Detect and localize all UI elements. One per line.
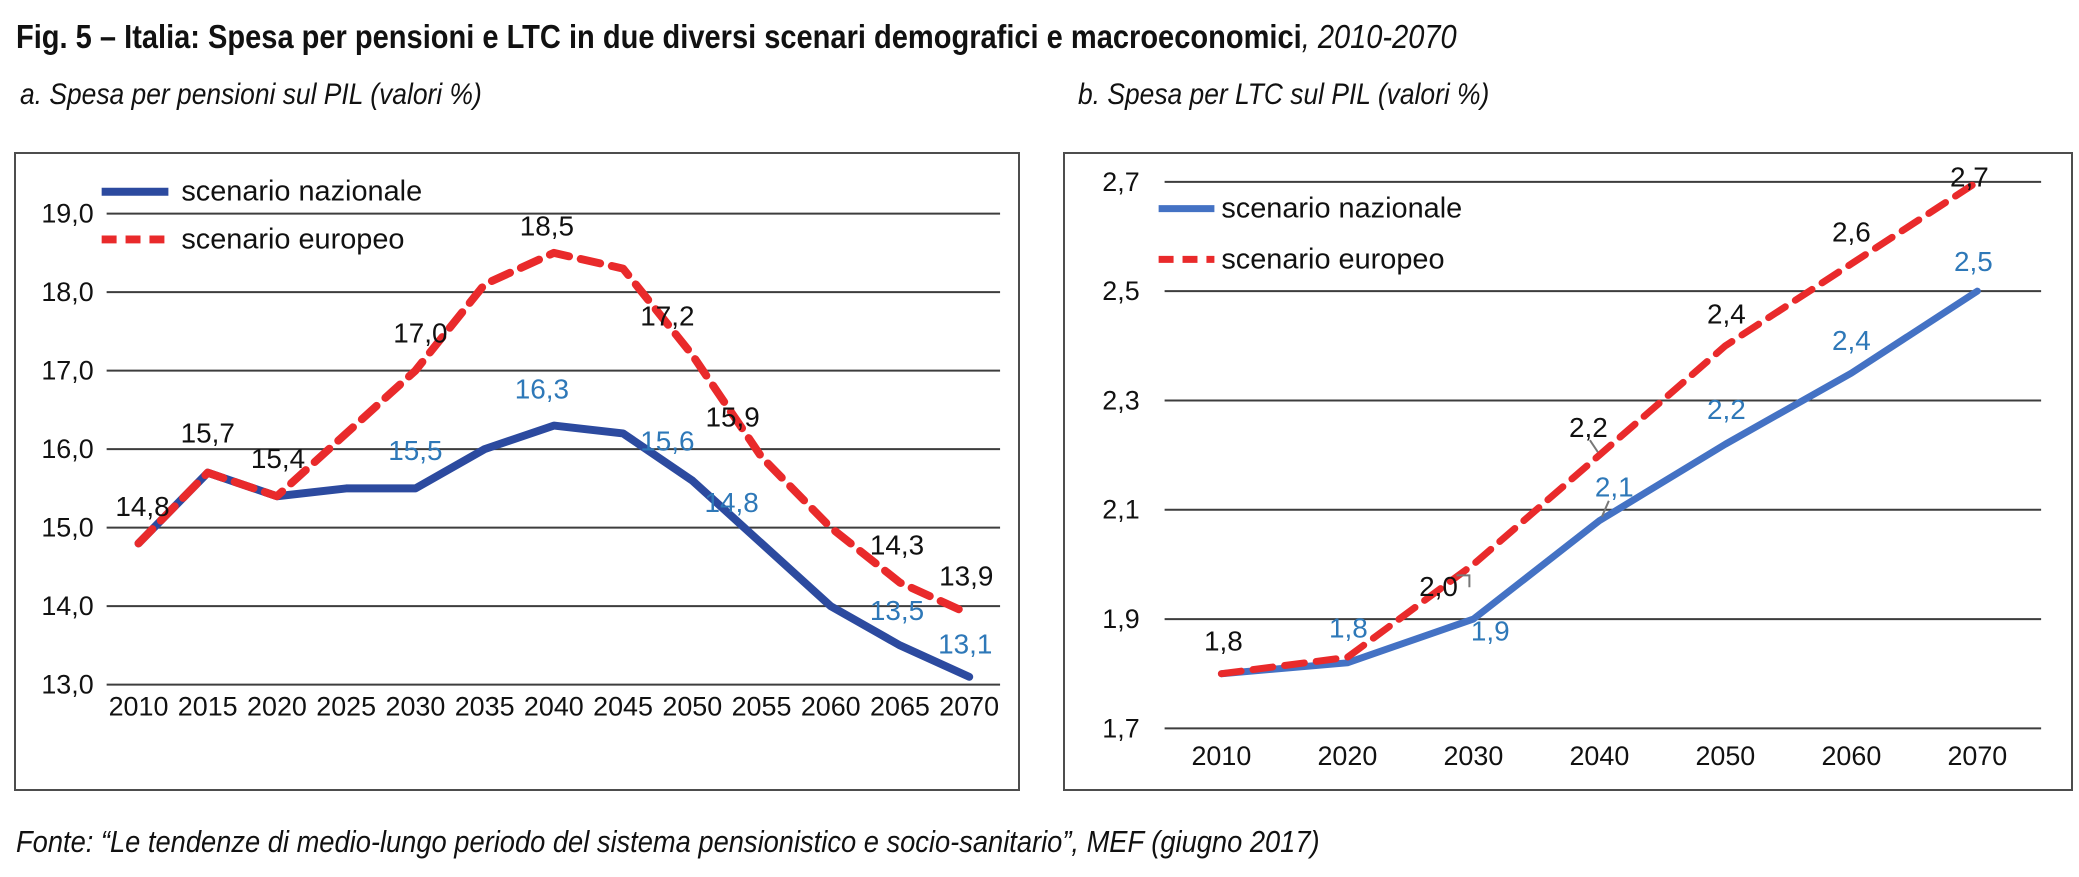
y-tick-label: 18,0 [41,277,93,307]
x-tick-label: 2010 [109,692,169,722]
pensioni-line-chart: 19,0 18,0 17,0 16,0 15,0 14,0 13,0 2010 2015 2020… [41,176,1001,722]
data-label: 2,5 [1954,246,1993,277]
x-tick-label: 2010 [1191,741,1251,771]
x-tick-label: 2025 [316,692,376,722]
data-label: 16,3 [515,373,569,404]
y-tick-label: 17,0 [41,356,93,386]
data-label: 2,6 [1832,217,1871,248]
y-tick-label: 13,0 [41,670,93,700]
figure-title-period: , 2010-2070 [1301,18,1457,55]
label-leader-line [1600,500,1610,518]
data-label: 15,7 [181,417,235,448]
data-label: 14,8 [705,487,759,518]
y-tick-label: 14,0 [41,591,93,621]
x-tick-label: 2020 [1317,741,1377,771]
data-label: 17,0 [393,317,447,348]
x-tick-label: 2050 [662,692,722,722]
label-leader-line [1456,574,1471,588]
data-label: 13,5 [870,595,924,626]
data-label: 1,9 [1471,616,1510,647]
legend-label: scenario europeo [1221,243,1444,275]
legend-label: scenario nazionale [1221,193,1462,225]
y-tick-label: 2,1 [1102,495,1139,525]
x-tick-label: 2020 [247,692,307,722]
x-tick-label: 2030 [385,692,445,722]
series-line-europeo [1217,178,1981,678]
panel-a-title: a. Spesa per pensioni sul PIL (valori %) [20,78,482,111]
x-tick-label: 2035 [455,692,515,722]
x-tick-label: 2040 [524,692,584,722]
data-label: 14,8 [115,491,169,522]
x-tick-label: 2015 [178,692,238,722]
x-tick-label: 2045 [593,692,653,722]
series-line-nazionale [1217,287,1981,678]
data-label: 15,5 [388,435,442,466]
panel-a-pensioni-chart: 19,0 18,0 17,0 16,0 15,0 14,0 13,0 2010 2015 2020… [14,152,1020,791]
data-label: 1,8 [1204,625,1243,656]
series-line-europeo [134,248,974,618]
y-tick-label: 2,5 [1102,276,1139,306]
data-label: 2,1 [1595,471,1634,502]
label-leader-line [1589,439,1599,453]
y-tick-label: 15,0 [41,513,93,543]
data-label: 13,1 [938,629,992,660]
x-tick-label: 2040 [1569,741,1629,771]
x-tick-label: 2070 [939,692,999,722]
figure-title: Fig. 5 – Italia: Spesa per pensioni e LT… [16,18,1457,56]
data-label: 15,4 [251,443,305,474]
y-tick-label: 19,0 [41,199,93,229]
data-label: 15,6 [640,425,694,456]
y-tick-label: 2,7 [1102,167,1139,197]
y-tick-label: 16,0 [41,434,93,464]
ltc-line-chart: 2,7 2,5 2,3 2,1 1,9 1,7 2010 2020 2030 2040 2050 20… [1102,161,2042,771]
source-note: Fonte: “Le tendenze di medio-lungo perio… [16,824,1320,859]
x-tick-label: 2055 [732,692,792,722]
data-label: 1,8 [1329,613,1368,644]
data-label: 14,3 [870,529,924,560]
figure-title-main: Fig. 5 – Italia: Spesa per pensioni e LT… [16,18,1302,55]
data-label: 15,9 [706,402,760,433]
data-label: 2,0 [1419,571,1458,602]
y-tick-label: 1,7 [1102,713,1139,743]
x-tick-label: 2060 [801,692,861,722]
data-label: 2,7 [1950,161,1989,192]
x-tick-label: 2065 [870,692,930,722]
y-tick-label: 1,9 [1102,604,1139,634]
x-tick-label: 2030 [1443,741,1503,771]
panel-b-title: b. Spesa per LTC sul PIL (valori %) [1078,78,1490,111]
x-tick-label: 2050 [1695,741,1755,771]
legend-label: scenario nazionale [181,176,422,208]
data-label: 13,9 [939,561,993,592]
data-label: 2,2 [1707,394,1746,425]
data-label: 17,2 [640,301,694,332]
x-tick-label: 2060 [1821,741,1881,771]
data-label: 2,4 [1832,325,1871,356]
data-label: 2,2 [1569,412,1608,443]
data-label: 18,5 [520,211,574,242]
y-tick-label: 2,3 [1102,385,1139,415]
legend-label: scenario europeo [181,223,404,255]
panel-b-ltc-chart: 2,7 2,5 2,3 2,1 1,9 1,7 2010 2020 2030 2040 2050 20… [1063,152,2073,791]
data-label: 2,4 [1707,299,1746,330]
x-tick-label: 2070 [1947,741,2007,771]
